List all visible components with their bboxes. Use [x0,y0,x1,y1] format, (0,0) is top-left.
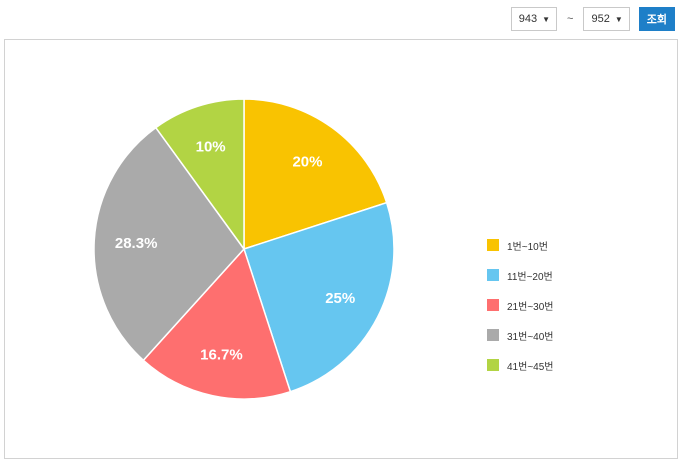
range-separator: ~ [567,13,574,25]
from-select[interactable]: 943 ▼ [510,7,558,31]
legend-swatch [487,239,499,251]
legend-label: 41번~45번 [507,361,554,373]
legend-item[interactable]: 1번~10번 [487,230,554,260]
legend-item[interactable]: 31번~40번 [487,320,554,350]
slice-value-label: 10% [196,138,226,155]
slice-value-label: 16.7% [200,347,243,364]
chart-panel: 20% 25% 16.7% 28.3% 10% 1번~10번 11번~20번 21번~30번… [4,39,678,459]
pie-chart: 20% 25% 16.7% 28.3% 10% [93,98,395,400]
pie-slice-41-45[interactable] [154,98,245,252]
search-button[interactable]: 조회 [638,7,675,31]
slice-value-label: 25% [325,290,355,307]
chevron-down-icon: ▼ [542,14,551,24]
legend-swatch [487,269,499,281]
pie-slice-31-40[interactable] [93,126,245,362]
legend-swatch [487,329,499,341]
legend-item[interactable]: 21번~30번 [487,290,554,320]
range-controls: 943 ▼ ~ 952 ▼ 조회 [510,7,675,31]
pie-slice-11-20[interactable] [243,201,395,393]
slice-value-label: 20% [292,154,322,171]
pie-slice-1-10[interactable] [243,98,388,251]
chevron-down-icon: ▼ [614,14,623,24]
chart-legend: 1번~10번 11번~20번 21번~30번 31번~40번 41번~45번 [487,230,554,380]
legend-label: 11번~20번 [507,271,553,283]
legend-label: 31번~40번 [507,331,554,343]
legend-swatch [487,299,499,311]
legend-item[interactable]: 41번~45번 [487,350,554,380]
pie-slice-21-30[interactable] [142,247,292,400]
to-select[interactable]: 952 ▼ [583,7,630,31]
slice-value-label: 28.3% [115,235,158,252]
legend-swatch [487,359,499,371]
legend-item[interactable]: 11번~20번 [487,260,554,290]
legend-label: 21번~30번 [507,301,554,313]
legend-label: 1번~10번 [507,241,548,253]
from-select-value: 943 [518,13,538,25]
to-select-value: 952 [591,13,610,25]
